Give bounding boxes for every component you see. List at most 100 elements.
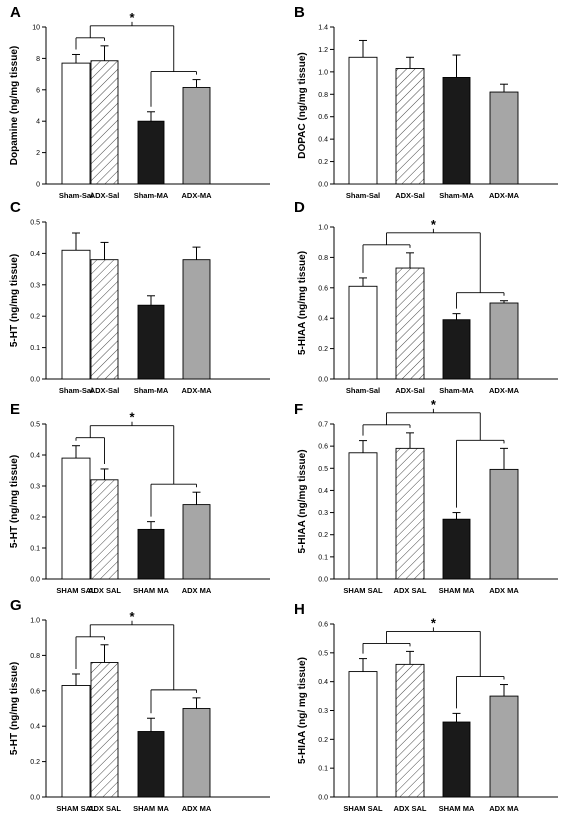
- x-category-label: ADX MA: [489, 586, 519, 595]
- significance-bracket: *: [75, 410, 197, 517]
- y-tick-label: 0.1: [30, 546, 40, 553]
- bar-sham-sal: [348, 285, 378, 380]
- bar-adx-ma: [489, 91, 519, 185]
- bar-adx-sal: [395, 663, 425, 798]
- x-category-label: ADX MA: [182, 804, 212, 813]
- y-tick-label: 0.6: [318, 444, 328, 451]
- y-tick-label: 0.5: [318, 650, 328, 657]
- significance-bracket: *: [75, 10, 197, 107]
- panel-c: C 5-HT (ng/mg tissue) 0.0 0.1 0.2 0.3 0.4 0.5 Sh…: [9, 199, 270, 395]
- x-category-label: SHAM MA: [439, 586, 475, 595]
- y-tick-label: 0.1: [318, 766, 328, 773]
- y-axis-label: DOPAC (ng/mg tissue): [297, 52, 308, 158]
- y-axis-label: 5-HT (ng/mg tissue): [9, 254, 20, 347]
- panel-letter: D: [294, 199, 305, 216]
- y-tick-label: 0.0: [30, 577, 40, 584]
- x-category-label: SHAM SAL: [343, 586, 383, 595]
- panel-letter: H: [294, 601, 305, 618]
- panel-h: H 5-HIAA (ng/ mg tissue) 0.0 0.1 0.2 0.3 0.4 0.…: [294, 601, 558, 813]
- y-axis-label: 5-HT (ng/mg tissue): [9, 455, 20, 548]
- panel-f: F 5-HIAA (ng/mg tissue) 0.0 0.1 0.2 0.3 0.4 0.5…: [294, 397, 558, 595]
- significance-star: *: [129, 609, 135, 624]
- y-tick-label: 0.4: [30, 453, 40, 460]
- y-tick-label: 1.0: [30, 618, 40, 625]
- y-tick-label: 0.5: [318, 466, 328, 473]
- y-tick-label: 0.0: [318, 377, 328, 384]
- bar-adx-sal: [90, 662, 119, 798]
- y-axis-label: 5-HIAA (ng/mg tissue): [297, 251, 308, 355]
- y-tick-label: 0.6: [318, 114, 328, 121]
- bar-adx-ma: [489, 468, 519, 580]
- y-tick-label: 0.3: [318, 708, 328, 715]
- y-tick-label: 0.2: [30, 515, 40, 522]
- x-category-label: ADX-Sal: [395, 386, 425, 395]
- y-tick-label: 0.1: [30, 345, 40, 352]
- y-tick-label: 0.2: [318, 159, 328, 166]
- y-axis-label: 5-HT (ng/mg tissue): [9, 662, 20, 755]
- y-tick-label: 0.3: [30, 484, 40, 491]
- y-tick-label: 0.2: [318, 737, 328, 744]
- x-category-label: SHAM SAL: [56, 586, 96, 595]
- panel-letter: E: [10, 401, 20, 418]
- y-tick-label: 0.2: [318, 532, 328, 539]
- significance-bracket: *: [362, 397, 505, 508]
- y-tick-label: 0.4: [318, 137, 328, 144]
- bar-adx-sal: [90, 259, 119, 380]
- x-category-label: Sham-MA: [134, 386, 169, 395]
- bar-adx-sal: [395, 447, 425, 580]
- bar-sham-sal: [61, 685, 91, 798]
- bar-sham-ma: [137, 120, 165, 185]
- panel-d: D 5-HIAA (ng/mg tissue) 0.0 0.2 0.4 0.6 0.8 1.0…: [294, 199, 558, 395]
- x-category-label: ADX-Sal: [90, 386, 120, 395]
- bar-adx-ma: [182, 504, 211, 580]
- y-tick-label: 0.3: [318, 510, 328, 517]
- x-category-label: ADX-MA: [489, 191, 520, 200]
- significance-star: *: [431, 397, 437, 412]
- bar-sham-ma: [442, 319, 471, 380]
- bar-sham-sal: [348, 56, 378, 185]
- bar-adx-ma: [182, 259, 211, 380]
- panel-letter: B: [294, 4, 305, 21]
- x-category-label: Sham-MA: [134, 191, 169, 200]
- y-tick-label: 0.3: [30, 282, 40, 289]
- significance-star: *: [129, 10, 135, 25]
- y-tick-label: 0.4: [318, 488, 328, 495]
- x-category-label: Sham-Sal: [59, 386, 93, 395]
- bar-adx-ma: [489, 302, 519, 380]
- bar-sham-ma: [442, 721, 471, 798]
- y-tick-label: 0.0: [30, 377, 40, 384]
- x-category-label: Sham-MA: [439, 386, 474, 395]
- x-category-label: ADX MA: [489, 804, 519, 813]
- x-category-label: Sham-Sal: [346, 386, 380, 395]
- significance-star: *: [129, 410, 135, 425]
- y-tick-label: 0.0: [30, 795, 40, 802]
- bar-sham-ma: [442, 77, 471, 185]
- x-category-label: ADX-MA: [489, 386, 520, 395]
- x-category-label: ADX SAL: [394, 804, 427, 813]
- y-tick-label: 6: [36, 87, 40, 94]
- x-category-label: ADX-Sal: [395, 191, 425, 200]
- y-tick-label: 0.2: [30, 314, 40, 321]
- significance-bracket: *: [362, 615, 505, 709]
- x-category-label: Sham-Sal: [59, 191, 93, 200]
- panel-b: B DOPAC (ng/mg tissue) 0.0 0.2 0.4 0.6 0.8 1.0 1…: [294, 4, 558, 200]
- y-tick-label: 0.0: [318, 795, 328, 802]
- y-tick-label: 8: [36, 56, 40, 63]
- bar-adx-sal: [395, 68, 425, 185]
- y-tick-label: 0.8: [318, 92, 328, 99]
- bar-sham-ma: [137, 731, 165, 798]
- x-category-label: ADX SAL: [394, 586, 427, 595]
- x-category-label: ADX-MA: [182, 191, 213, 200]
- x-category-label: SHAM SAL: [56, 804, 96, 813]
- y-tick-label: 0.4: [318, 679, 328, 686]
- y-tick-label: 0.7: [318, 422, 328, 429]
- y-tick-label: 0.6: [318, 285, 328, 292]
- y-tick-label: 10: [32, 25, 40, 32]
- bar-adx-ma: [182, 708, 211, 798]
- y-tick-label: 4: [36, 119, 40, 126]
- x-category-label: SHAM MA: [439, 804, 475, 813]
- x-category-label: SHAM SAL: [343, 804, 383, 813]
- significance-star: *: [431, 217, 437, 232]
- x-category-label: Sham-Sal: [346, 191, 380, 200]
